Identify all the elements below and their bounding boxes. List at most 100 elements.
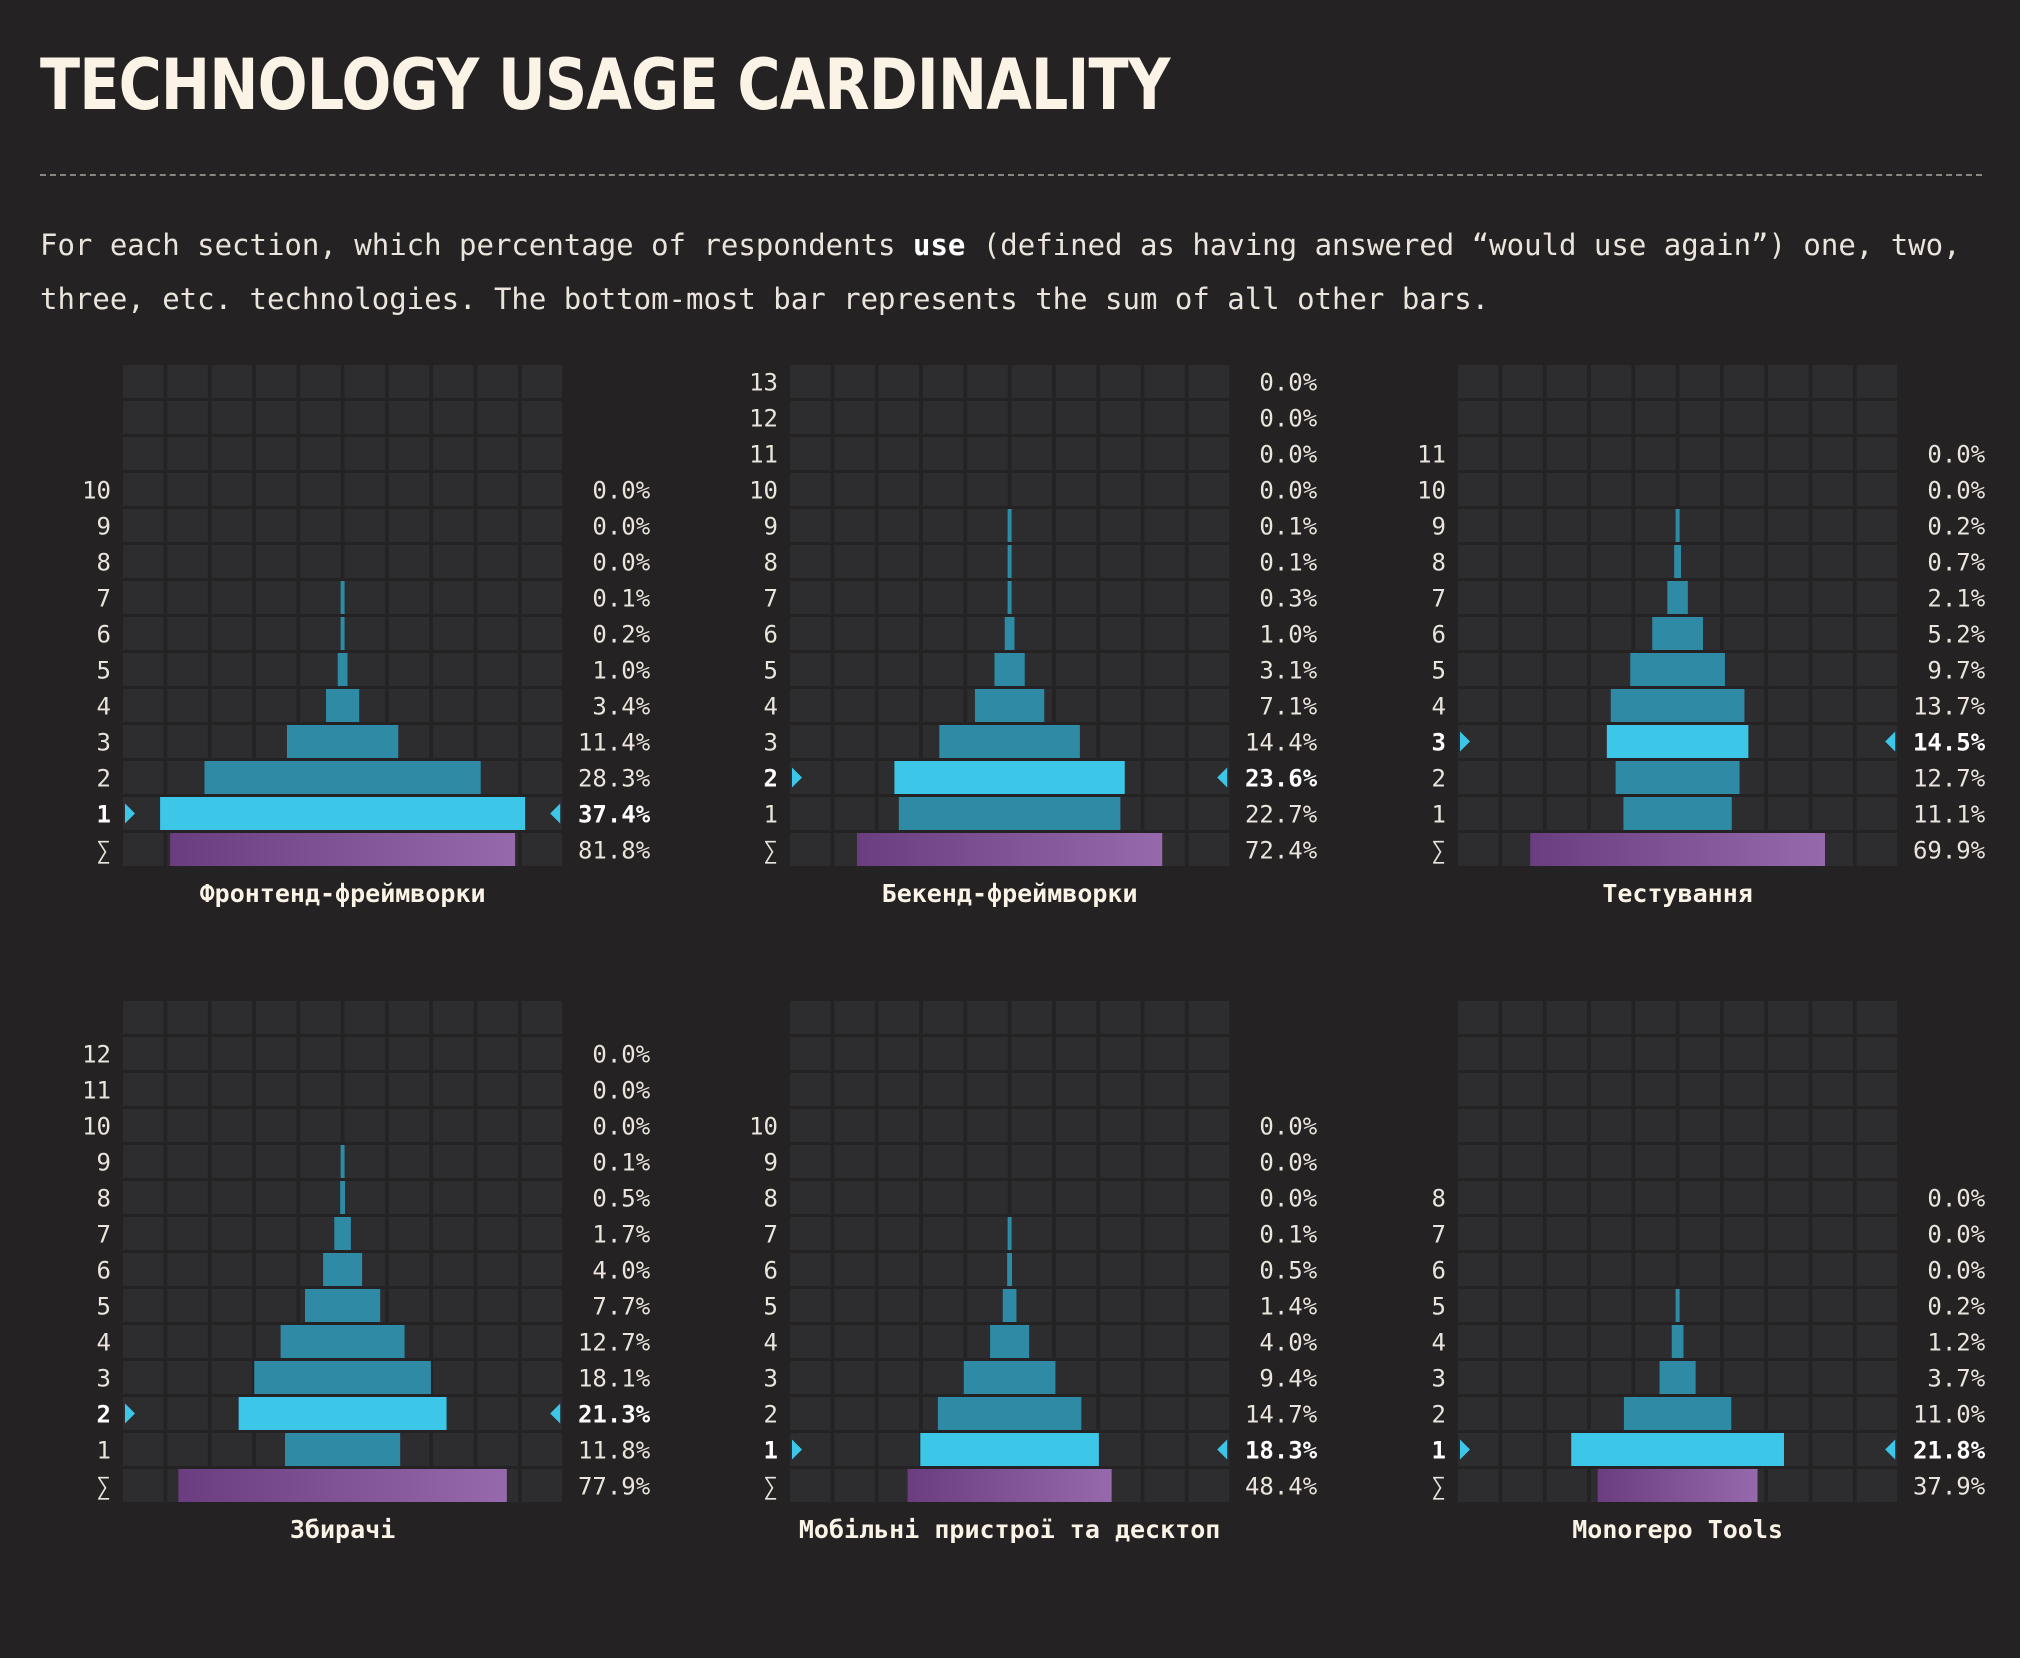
value-label: 7.1% (1259, 693, 1317, 721)
value-label: 0.0% (1259, 1113, 1317, 1141)
grid-cell (1546, 1325, 1588, 1358)
grid-cell (255, 365, 297, 398)
grid-cell (1812, 1289, 1853, 1322)
grid-cell (477, 509, 518, 542)
category-label: 4 (97, 1329, 111, 1357)
value-label: 22.7% (1245, 801, 1318, 829)
grid-cell (433, 1037, 474, 1070)
grid-cell (123, 545, 164, 578)
grid-cell (1100, 509, 1141, 542)
bar-1 (920, 1433, 1099, 1466)
sum-value-label: 77.9% (578, 1473, 651, 1501)
grid-cell (1011, 365, 1052, 398)
value-label: 0.3% (1259, 585, 1317, 613)
grid-cell (834, 725, 875, 758)
grid-cell (388, 1289, 430, 1322)
grid-cell (1502, 437, 1543, 470)
category-label: 10 (1417, 477, 1446, 505)
bar-1 (1571, 1433, 1784, 1466)
grid-cell (1546, 653, 1588, 686)
grid-cell (1590, 653, 1632, 686)
grid-cell (834, 473, 875, 506)
grid-cell (1546, 797, 1588, 830)
grid-cell (255, 1109, 297, 1142)
value-label: 12.7% (1913, 765, 1986, 793)
value-label: 37.4% (578, 801, 651, 829)
bar-4 (974, 689, 1045, 722)
grid-cell (1679, 509, 1720, 542)
value-label: 0.1% (1259, 1221, 1317, 1249)
grid-cell (1546, 545, 1588, 578)
grid-cell (1856, 1037, 1898, 1070)
grid-cell (922, 401, 964, 434)
grid-cell (211, 437, 253, 470)
grid-cell (834, 617, 875, 650)
grid-cell (1188, 1145, 1230, 1178)
bar-4 (1610, 689, 1745, 722)
grid-cell (1188, 1073, 1230, 1106)
grid-cell (834, 509, 875, 542)
grid-cell (922, 617, 964, 650)
category-label: 6 (97, 1257, 111, 1285)
grid-cell (1144, 509, 1185, 542)
grid-cell (878, 1253, 920, 1286)
grid-cell (388, 1217, 430, 1250)
grid-cell (1856, 1217, 1898, 1250)
grid-cell (123, 473, 164, 506)
grid-cell (1546, 1073, 1588, 1106)
grid-cell (477, 581, 518, 614)
grid-cell (1458, 509, 1499, 542)
bar-2 (238, 1397, 447, 1430)
value-label: 11.0% (1913, 1401, 1986, 1429)
grid-cell (878, 1037, 920, 1070)
bar-7 (1007, 1217, 1012, 1250)
grid-cell (1812, 1433, 1853, 1466)
grid-cell (521, 617, 563, 650)
grid-cell (1188, 473, 1230, 506)
grid-cell (388, 401, 430, 434)
category-label: 5 (764, 1293, 778, 1321)
grid-cell (922, 689, 964, 722)
grid-cell (1768, 1001, 1809, 1034)
grid-cell (1188, 725, 1230, 758)
grid-cell (1188, 1001, 1230, 1034)
value-label: 0.0% (592, 513, 650, 541)
bar-9 (1675, 509, 1680, 542)
grid-cell (1144, 401, 1185, 434)
grid-cell (834, 1325, 875, 1358)
bar-9 (340, 1145, 345, 1178)
grid-cell (300, 1145, 341, 1178)
grid-cell (1590, 581, 1632, 614)
grid-cell (300, 509, 341, 542)
grid-cell (123, 401, 164, 434)
grid-cell (211, 1289, 253, 1322)
grid-cell (1100, 1145, 1141, 1178)
grid-cell (1011, 1109, 1052, 1142)
category-label: 2 (97, 765, 111, 793)
grid-cell (521, 1145, 563, 1178)
value-label: 14.5% (1913, 729, 1986, 757)
grid-cell (1723, 1217, 1765, 1250)
grid-cell (1635, 1145, 1676, 1178)
grid-cell (477, 1397, 518, 1430)
grid-cell (1590, 401, 1632, 434)
grid-cell (521, 509, 563, 542)
grid-cell (1458, 1109, 1499, 1142)
grid-cell (1502, 689, 1543, 722)
category-label: 2 (1432, 1401, 1446, 1429)
grid-cell (1502, 581, 1543, 614)
chart-panel: 1 22.7% 2 23.6% 3 14.4% 4 7.1% 5 3.1% 6 1.0% 7 0.3% 8 0… (749, 365, 1318, 866)
grid-cell (922, 1361, 964, 1394)
grid-cell (878, 365, 920, 398)
grid-cell (1458, 653, 1499, 686)
grid-cell (167, 473, 208, 506)
grid-cell (1011, 1253, 1052, 1286)
grid-cell (477, 689, 518, 722)
grid-cell (123, 509, 164, 542)
value-label: 23.6% (1245, 765, 1318, 793)
page-title: TECHNOLOGY USAGE CARDINALITY (40, 44, 1170, 126)
grid-cell (1768, 1037, 1809, 1070)
grid-cell (167, 1109, 208, 1142)
grid-cell (1856, 365, 1898, 398)
grid-cell (878, 1289, 920, 1322)
